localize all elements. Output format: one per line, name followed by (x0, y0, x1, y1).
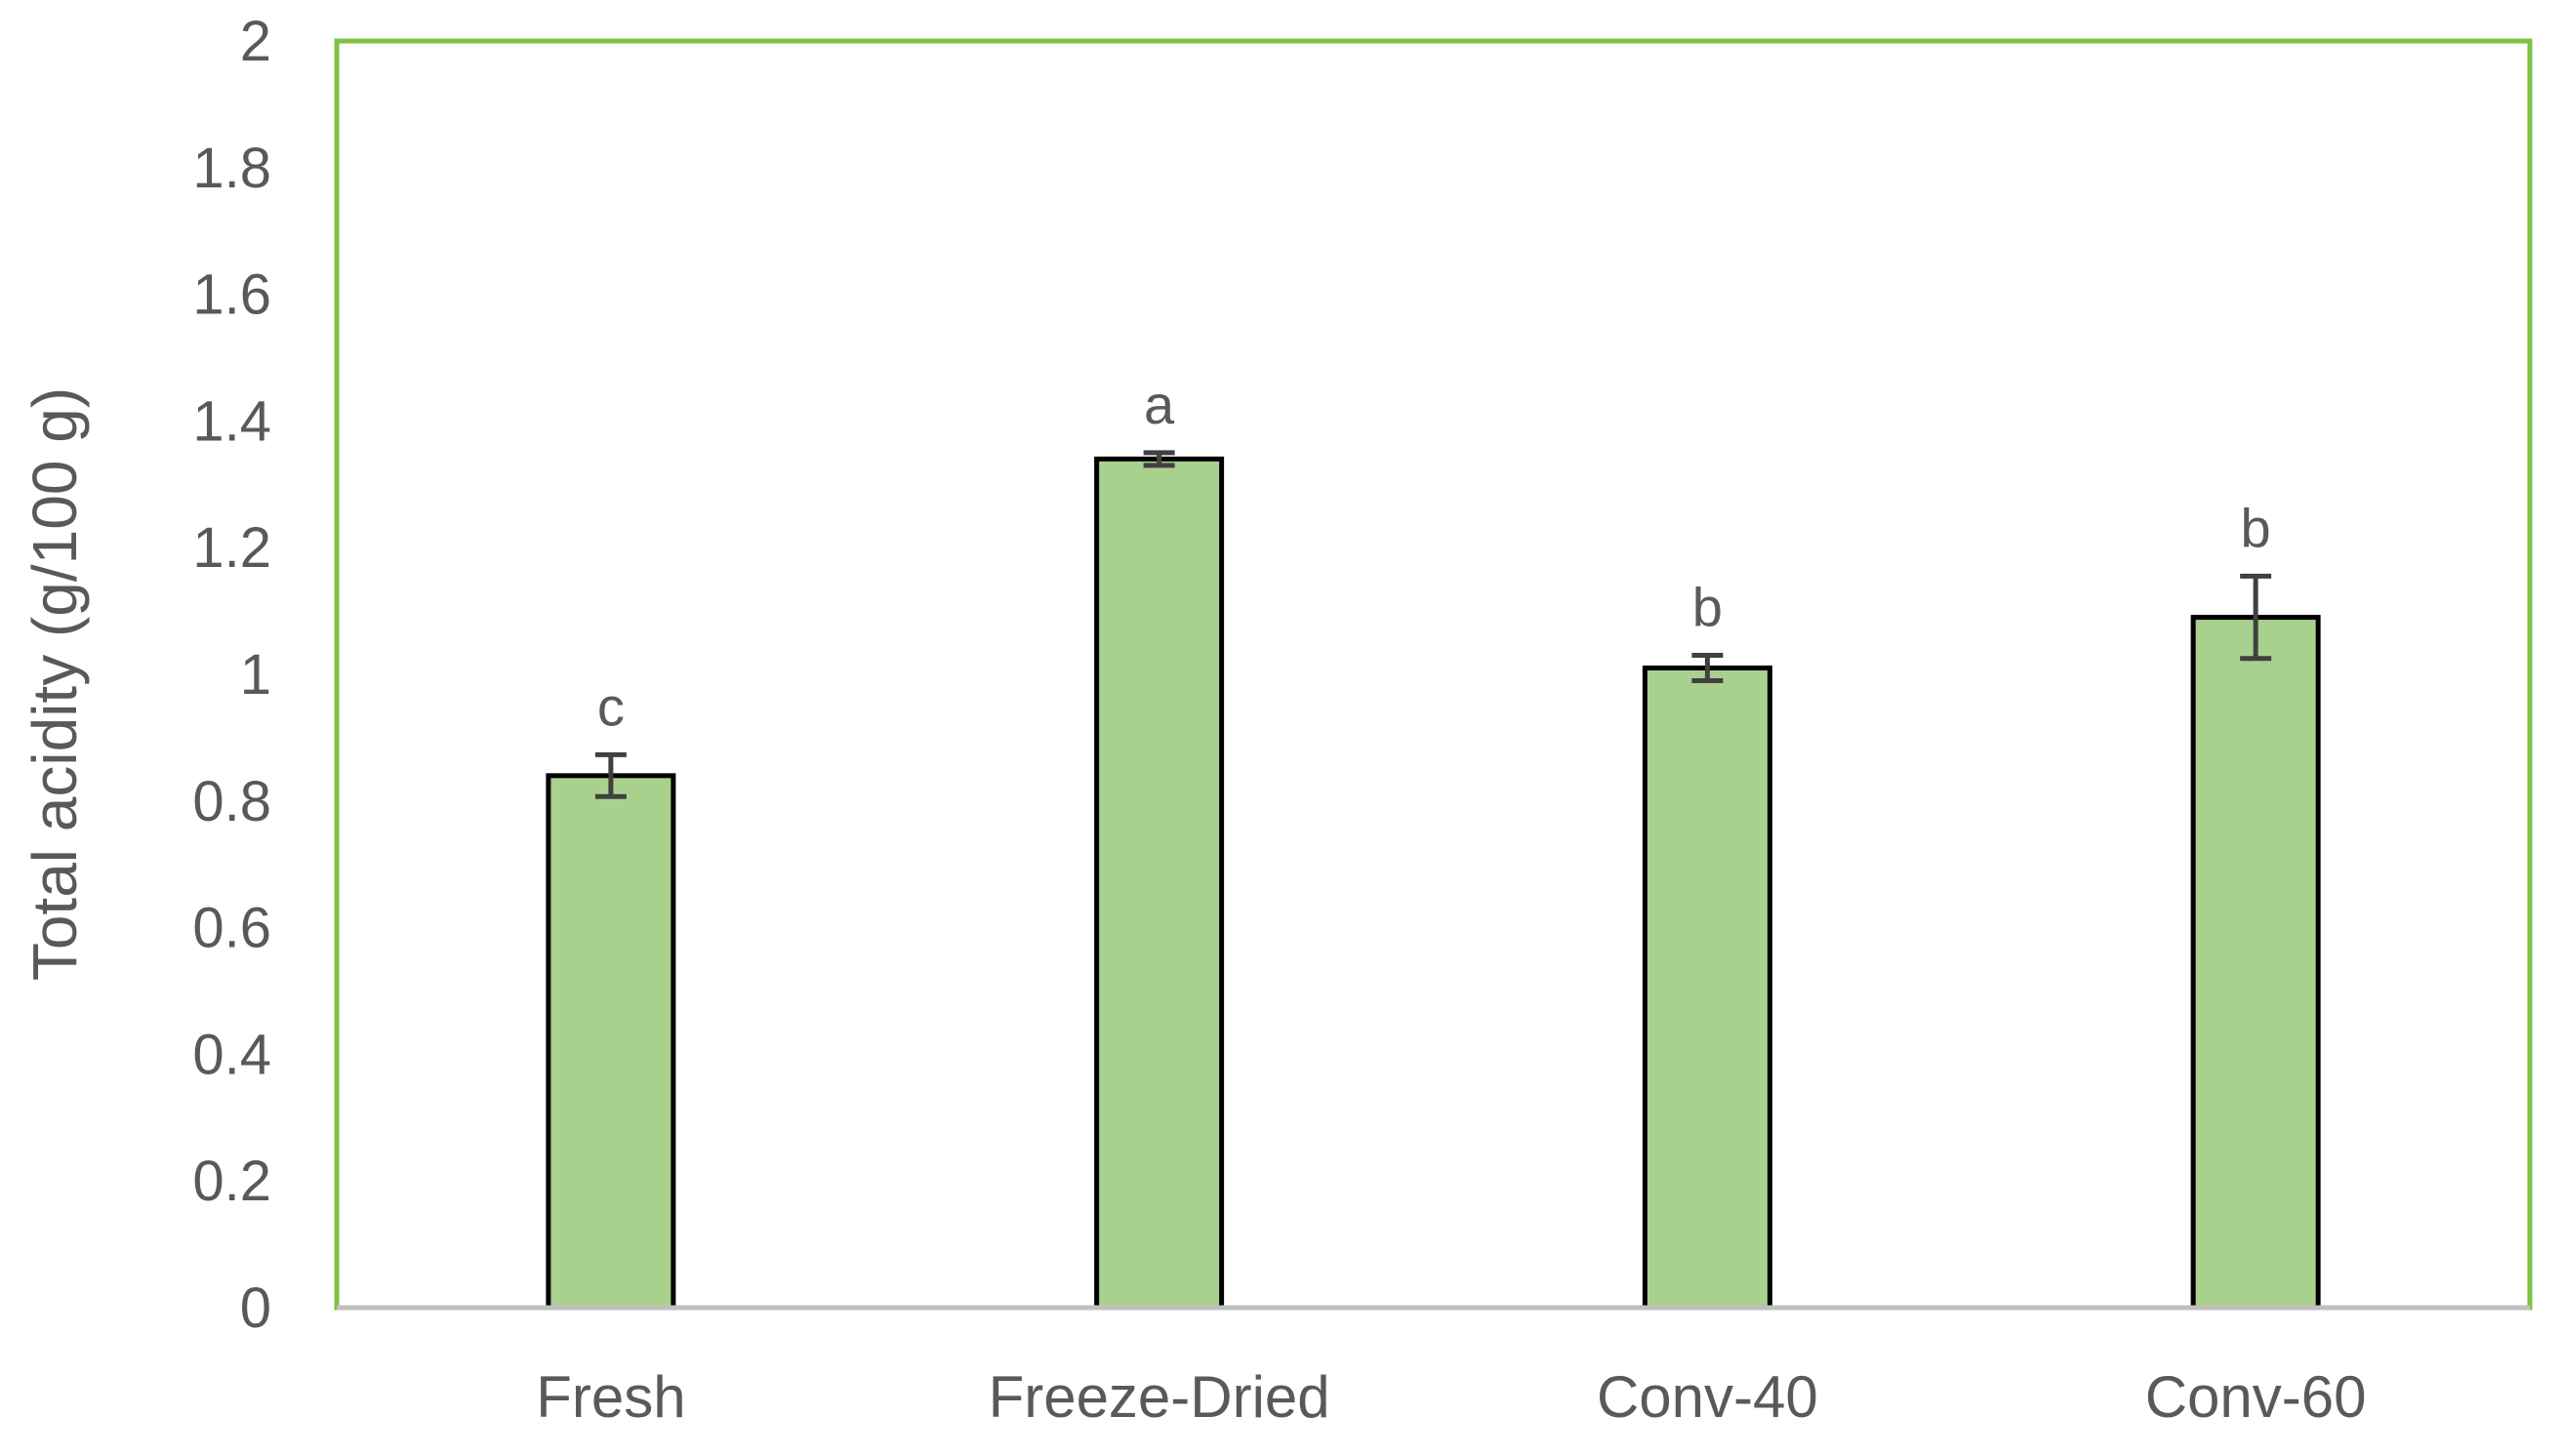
x-category-label: Conv-60 (2145, 1364, 2367, 1430)
error-bar (1691, 653, 1724, 683)
x-category-label: Conv-40 (1597, 1364, 1818, 1430)
y-tick-label: 0 (240, 1276, 271, 1340)
y-tick-label: 0.6 (192, 897, 271, 960)
y-tick-label: 0.2 (192, 1150, 271, 1213)
error-bar (2240, 573, 2272, 662)
y-axis-ticks: 0 0.2 0.4 0.6 0.8 1 1.2 1.4 1.6 1.8 2 (192, 10, 271, 1340)
y-tick-label: 1.8 (192, 137, 271, 200)
y-tick-label: 1 (240, 643, 271, 707)
x-category-label: Freeze-Dried (989, 1364, 1330, 1430)
y-tick-label: 0.8 (192, 770, 271, 833)
significance-letter: b (1692, 577, 1723, 638)
y-axis-title: Total acidity (g/100 g) (20, 387, 90, 981)
bar-conv-60 (2190, 615, 2321, 1311)
bar-freeze-dried (1094, 456, 1225, 1311)
error-bar (594, 751, 627, 799)
x-category-label: Fresh (536, 1364, 685, 1430)
y-tick-label: 0.4 (192, 1023, 271, 1086)
significance-letter: a (1144, 374, 1175, 435)
error-bar (1143, 450, 1175, 468)
y-tick-label: 1.6 (192, 263, 271, 327)
bars-group: c a b b (546, 374, 2321, 1311)
bar-fresh (546, 773, 676, 1311)
bar-conv-40 (1642, 666, 1772, 1311)
x-axis-labels: Fresh Freeze-Dried Conv-40 Conv-60 (536, 1364, 2366, 1430)
y-tick-label: 1.4 (192, 389, 271, 453)
significance-letter: c (597, 675, 625, 737)
y-tick-label: 1.2 (192, 516, 271, 580)
significance-letter: b (2241, 497, 2271, 558)
y-tick-label: 2 (240, 10, 271, 73)
